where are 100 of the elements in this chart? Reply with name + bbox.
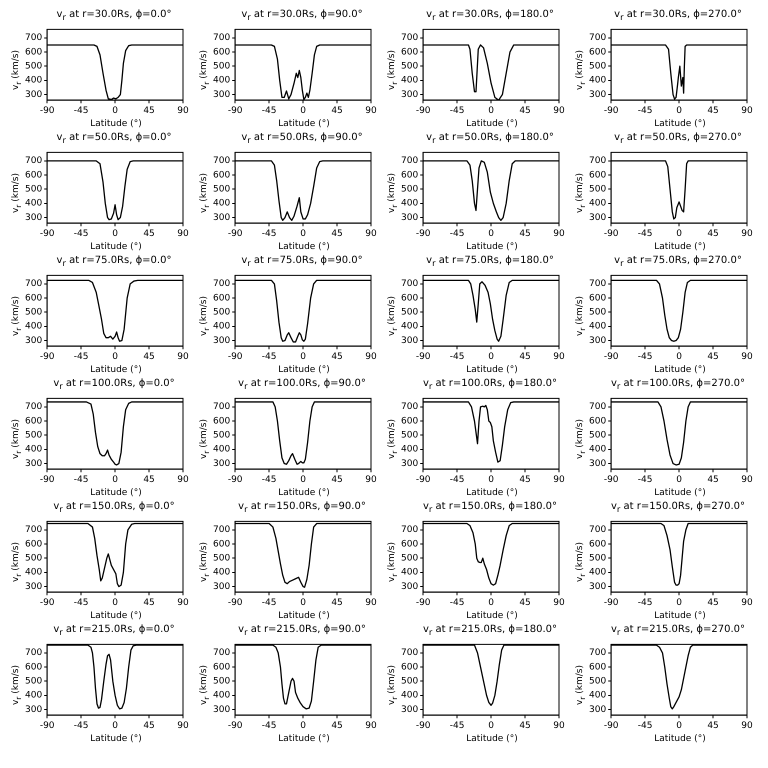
x-tick-label: 0 [112,474,118,485]
x-tick-label: 90 [741,106,753,116]
y-tick-label: 300 [588,704,606,715]
y-tick-label: 500 [212,430,230,441]
chart-title: v$_{r}$ at r=150.0Rs, ϕ=90.0° [237,500,366,514]
y-tick-label: 500 [400,430,418,441]
x-tick-label: -90 [40,228,55,239]
chart-title: v$_{r}$ at r=75.0Rs, ϕ=0.0° [56,254,172,268]
x-tick-label: -45 [262,228,276,239]
x-tick-label: -45 [638,720,652,731]
y-tick-label: 700 [24,525,42,536]
x-tick-label: -90 [228,598,243,608]
y-tick-label: 600 [400,539,418,550]
y-tick-label: 500 [212,676,230,687]
y-tick-label: 500 [212,554,230,564]
y-tick-label: 500 [24,308,42,318]
y-tick-label: 600 [400,662,418,672]
y-tick-label: 400 [24,690,42,701]
x-tick-label: -45 [450,352,464,362]
y-tick-label: 300 [400,212,418,223]
y-tick-label: 600 [24,539,42,550]
x-tick-label: 0 [300,720,306,731]
y-tick-label: 500 [400,184,418,195]
x-tick-label: 0 [300,228,306,239]
y-tick-label: 500 [24,62,42,72]
x-tick-label: 0 [300,106,306,116]
x-tick-label: -45 [638,352,652,362]
chart-title: v$_{r}$ at r=30.0Rs, ϕ=270.0° [613,8,742,22]
y-tick-label: 500 [24,430,42,441]
y-tick-label: 600 [400,47,418,58]
x-axis-title: Latitude (°) [277,487,330,500]
y-tick-label: 300 [400,458,418,469]
x-tick-label: 0 [488,352,494,362]
y-tick-label: 300 [400,704,418,715]
x-tick-label: 45 [143,720,155,731]
y-tick-label: 600 [588,170,606,180]
x-tick-label: 45 [707,474,719,485]
x-axis-title: Latitude (°) [653,733,706,746]
x-tick-label: -90 [604,598,619,608]
x-tick-label: -90 [604,352,619,362]
x-tick-label: 45 [143,598,155,608]
x-tick-label: -90 [40,720,55,731]
x-tick-label: -45 [450,598,464,608]
y-tick-label: 600 [588,539,606,550]
y-tick-label: 700 [400,648,418,658]
chart-title: v$_{r}$ at r=100.0Rs, ϕ=0.0° [52,377,175,391]
x-tick-label: 0 [676,598,682,608]
x-tick-label: 90 [365,474,377,485]
x-axis-title: Latitude (°) [277,733,330,746]
y-tick-label: 400 [400,76,418,86]
x-tick-label: -90 [228,720,243,731]
y-tick-label: 600 [588,47,606,58]
x-tick-label: -45 [450,720,464,731]
y-tick-label: 400 [400,568,418,578]
y-tick-label: 300 [24,336,42,346]
x-tick-label: -45 [74,228,88,239]
y-tick-label: 500 [588,554,606,564]
x-tick-label: -90 [228,106,243,116]
x-tick-label: -45 [262,474,276,485]
x-tick-label: 90 [553,474,565,485]
y-tick-label: 300 [400,90,418,100]
x-axis-title: Latitude (°) [89,733,142,746]
chart-title: v$_{r}$ at r=215.0Rs, ϕ=180.0° [422,623,557,637]
chart-title: v$_{r}$ at r=50.0Rs, ϕ=270.0° [613,131,742,145]
x-tick-label: -45 [74,106,88,116]
chart-title: v$_{r}$ at r=30.0Rs, ϕ=180.0° [425,8,554,22]
x-tick-label: -90 [40,598,55,608]
x-tick-label: 0 [676,474,682,485]
y-tick-label: 600 [24,662,42,672]
y-tick-label: 600 [400,170,418,180]
x-tick-label: 0 [676,352,682,362]
x-tick-label: 45 [519,352,531,362]
x-tick-label: 90 [741,352,753,362]
x-tick-label: 90 [177,352,189,362]
x-axis-title: Latitude (°) [653,118,706,131]
y-tick-label: 700 [24,156,42,166]
y-tick-label: 400 [212,690,230,701]
x-tick-label: 45 [707,720,719,731]
x-axis-title: Latitude (°) [89,364,142,377]
y-tick-label: 500 [400,676,418,687]
y-tick-label: 400 [588,322,606,332]
x-tick-label: -45 [262,598,276,608]
x-tick-label: 90 [177,598,189,608]
x-tick-label: -90 [228,228,243,239]
chart-title: v$_{r}$ at r=150.0Rs, ϕ=180.0° [422,500,557,514]
x-tick-label: 45 [519,598,531,608]
x-tick-label: 0 [676,228,682,239]
x-tick-label: -45 [74,352,88,362]
y-tick-label: 500 [212,62,230,72]
x-tick-label: -45 [450,228,464,239]
x-tick-label: -90 [40,352,55,362]
x-tick-label: 90 [741,474,753,485]
x-tick-label: -45 [262,720,276,731]
x-tick-label: -45 [638,474,652,485]
chart-title: v$_{r}$ at r=50.0Rs, ϕ=90.0° [240,131,363,145]
x-axis-title: Latitude (°) [653,487,706,500]
y-tick-label: 600 [400,416,418,426]
chart-title: v$_{r}$ at r=30.0Rs, ϕ=90.0° [240,8,363,22]
y-tick-label: 300 [212,336,230,346]
x-tick-label: 0 [300,474,306,485]
